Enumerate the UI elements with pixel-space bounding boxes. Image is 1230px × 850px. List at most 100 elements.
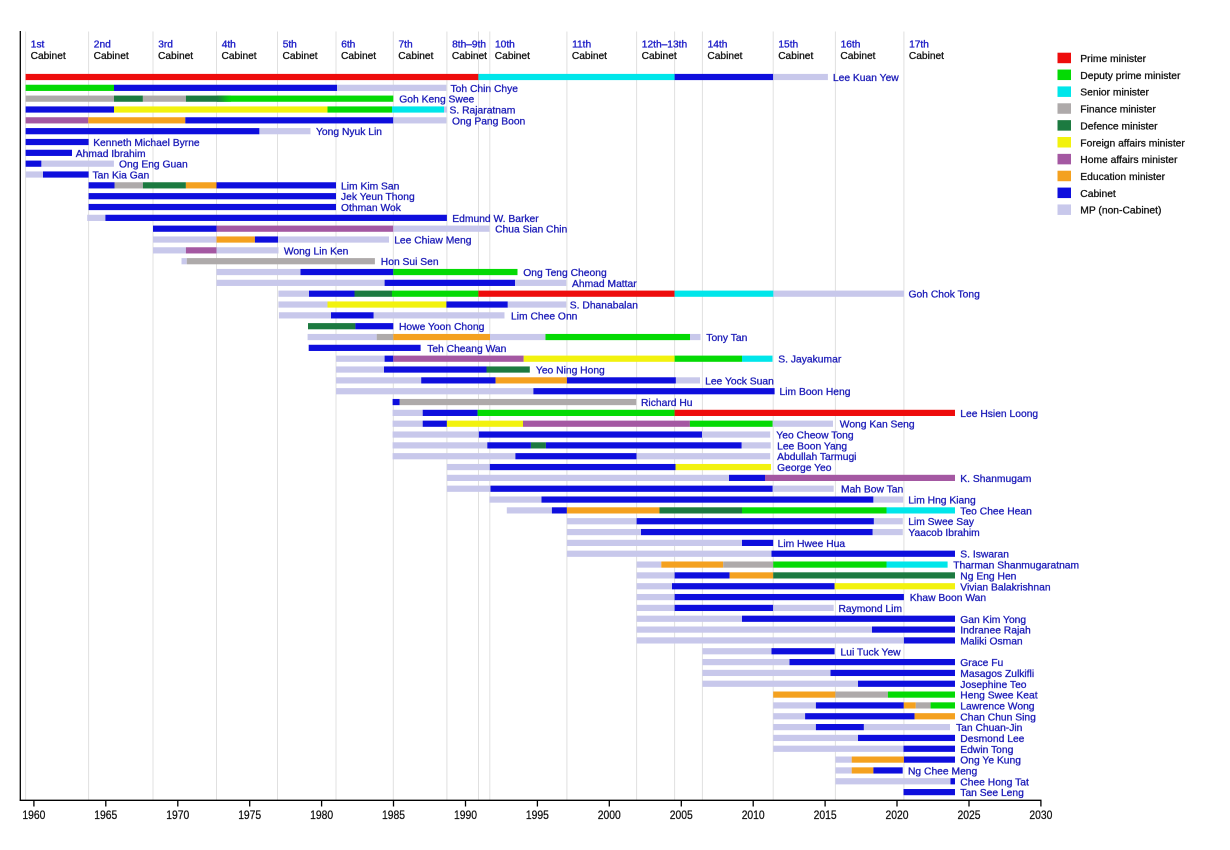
svg-text:1960: 1960 (22, 808, 45, 822)
svg-text:Lim Boon Heng: Lim Boon Heng (780, 387, 851, 398)
svg-text:Indranee Rajah: Indranee Rajah (960, 626, 1031, 637)
svg-text:Cabinet: Cabinet (452, 51, 487, 62)
svg-text:Othman Wok: Othman Wok (341, 203, 402, 214)
svg-text:Tony Tan: Tony Tan (706, 333, 747, 344)
svg-text:Ong Teng Cheong: Ong Teng Cheong (523, 268, 607, 279)
svg-text:Desmond Lee: Desmond Lee (960, 734, 1024, 745)
svg-text:Yeo Ning Hong: Yeo Ning Hong (536, 366, 605, 377)
svg-text:Maliki Osman: Maliki Osman (960, 636, 1023, 647)
svg-text:Senior minister: Senior minister (1080, 88, 1149, 99)
svg-text:Khaw Boon Wan: Khaw Boon Wan (910, 593, 987, 604)
svg-text:2020: 2020 (886, 808, 909, 822)
svg-text:Cabinet: Cabinet (778, 51, 813, 62)
svg-text:Chee Hong Tat: Chee Hong Tat (960, 777, 1029, 788)
svg-text:2nd: 2nd (94, 40, 111, 51)
svg-text:Goh Chok Tong: Goh Chok Tong (909, 290, 981, 301)
svg-text:Cabinet: Cabinet (495, 51, 530, 62)
svg-text:Cabinet: Cabinet (398, 51, 433, 62)
svg-text:10th: 10th (495, 40, 515, 51)
svg-text:Lim Hwee Hua: Lim Hwee Hua (778, 539, 846, 550)
svg-text:1975: 1975 (238, 808, 261, 822)
svg-text:Raymond Lim: Raymond Lim (839, 604, 903, 615)
svg-text:Lawrence Wong: Lawrence Wong (960, 701, 1034, 712)
svg-text:2010: 2010 (742, 808, 765, 822)
svg-text:George Yeo: George Yeo (777, 463, 832, 474)
svg-text:Chan Chun Sing: Chan Chun Sing (960, 712, 1036, 723)
svg-text:Lim Kim San: Lim Kim San (341, 181, 400, 192)
svg-text:7th: 7th (399, 40, 413, 51)
svg-text:Prime minister: Prime minister (1080, 54, 1146, 65)
svg-text:12th–13th: 12th–13th (642, 40, 687, 51)
svg-text:S. Rajaratnam: S. Rajaratnam (450, 106, 516, 117)
svg-text:2025: 2025 (958, 808, 981, 822)
svg-text:Education minister: Education minister (1080, 172, 1165, 183)
svg-text:Howe Yoon Chong: Howe Yoon Chong (399, 322, 485, 333)
svg-text:Hon Sui Sen: Hon Sui Sen (381, 257, 439, 268)
svg-text:Cabinet: Cabinet (94, 51, 129, 62)
svg-text:S. Dhanabalan: S. Dhanabalan (570, 301, 638, 312)
svg-text:Cabinet: Cabinet (707, 51, 742, 62)
svg-text:Finance minister: Finance minister (1080, 105, 1156, 116)
svg-text:Josephine Teo: Josephine Teo (960, 680, 1026, 691)
svg-text:Cabinet: Cabinet (222, 51, 257, 62)
svg-text:11th: 11th (572, 40, 591, 51)
svg-text:Lim Hng Kiang: Lim Hng Kiang (908, 496, 976, 507)
svg-text:Jek Yeun Thong: Jek Yeun Thong (341, 192, 415, 203)
svg-text:MP (non-Cabinet): MP (non-Cabinet) (1080, 206, 1161, 217)
svg-text:Chua Sian Chin: Chua Sian Chin (495, 225, 567, 236)
svg-text:8th–9th: 8th–9th (452, 40, 486, 51)
svg-text:S. Jayakumar: S. Jayakumar (778, 355, 842, 366)
svg-text:Vivian Balakrishnan: Vivian Balakrishnan (960, 582, 1051, 593)
svg-text:Cabinet: Cabinet (909, 51, 944, 62)
svg-text:1st: 1st (31, 40, 45, 51)
svg-text:Edmund W. Barker: Edmund W. Barker (452, 214, 539, 225)
svg-text:6th: 6th (341, 40, 355, 51)
svg-text:Tan Kia Gan: Tan Kia Gan (93, 171, 150, 182)
svg-text:Abdullah Tarmugi: Abdullah Tarmugi (777, 452, 856, 463)
svg-text:Ng Eng Hen: Ng Eng Hen (960, 571, 1016, 582)
svg-text:Richard Hu: Richard Hu (641, 398, 693, 409)
svg-text:Cabinet: Cabinet (840, 51, 875, 62)
svg-text:Goh Keng Swee: Goh Keng Swee (399, 95, 474, 106)
svg-text:Ong Ye Kung: Ong Ye Kung (960, 756, 1021, 767)
svg-text:5th: 5th (283, 40, 297, 51)
svg-text:S. Iswaran: S. Iswaran (960, 550, 1009, 561)
svg-text:Lee Hsien Loong: Lee Hsien Loong (960, 409, 1038, 420)
svg-text:Lui Tuck Yew: Lui Tuck Yew (841, 647, 902, 658)
svg-text:Tan See Leng: Tan See Leng (960, 788, 1024, 799)
svg-text:Ng Chee Meng: Ng Chee Meng (908, 766, 978, 777)
svg-text:Wong Kan Seng: Wong Kan Seng (840, 420, 915, 431)
svg-text:Toh Chin Chye: Toh Chin Chye (451, 84, 519, 95)
svg-text:2015: 2015 (814, 808, 837, 822)
svg-text:17th: 17th (909, 40, 929, 51)
svg-text:Heng Swee Keat: Heng Swee Keat (960, 691, 1037, 702)
svg-text:16th: 16th (841, 40, 861, 51)
svg-text:Yong Nyuk Lin: Yong Nyuk Lin (316, 127, 382, 138)
svg-text:Defence minister: Defence minister (1080, 121, 1158, 132)
svg-text:Ong Eng Guan: Ong Eng Guan (119, 160, 188, 171)
svg-text:2000: 2000 (598, 808, 621, 822)
svg-text:Yaacob Ibrahim: Yaacob Ibrahim (908, 528, 979, 539)
svg-text:Cabinet: Cabinet (341, 51, 376, 62)
svg-text:Foreign affairs minister: Foreign affairs minister (1080, 138, 1185, 149)
svg-text:K. Shanmugam: K. Shanmugam (960, 474, 1031, 485)
svg-text:1980: 1980 (310, 808, 333, 822)
svg-text:Gan Kim Yong: Gan Kim Yong (960, 615, 1026, 626)
svg-text:Ong Pang Boon: Ong Pang Boon (452, 116, 526, 127)
svg-text:Lim Chee Onn: Lim Chee Onn (511, 311, 578, 322)
svg-text:Home affairs minister: Home affairs minister (1080, 155, 1178, 166)
svg-text:Wong Lin Ken: Wong Lin Ken (284, 246, 349, 257)
svg-text:2030: 2030 (1029, 808, 1052, 822)
svg-text:Cabinet: Cabinet (283, 51, 318, 62)
svg-text:Kenneth Michael Byrne: Kenneth Michael Byrne (93, 138, 200, 149)
svg-text:Ahmad Ibrahim: Ahmad Ibrahim (76, 149, 146, 160)
svg-text:Tharman Shanmugaratnam: Tharman Shanmugaratnam (953, 561, 1079, 572)
svg-text:Cabinet: Cabinet (31, 51, 66, 62)
svg-text:Teh Cheang Wan: Teh Cheang Wan (427, 344, 506, 355)
svg-text:Lim Swee Say: Lim Swee Say (908, 517, 975, 528)
svg-text:Yeo Cheow Tong: Yeo Cheow Tong (776, 431, 854, 442)
svg-text:Grace Fu: Grace Fu (960, 658, 1003, 669)
svg-text:Deputy prime minister: Deputy prime minister (1080, 71, 1181, 82)
svg-text:Mah Bow Tan: Mah Bow Tan (841, 485, 903, 496)
svg-text:Cabinet: Cabinet (642, 51, 677, 62)
